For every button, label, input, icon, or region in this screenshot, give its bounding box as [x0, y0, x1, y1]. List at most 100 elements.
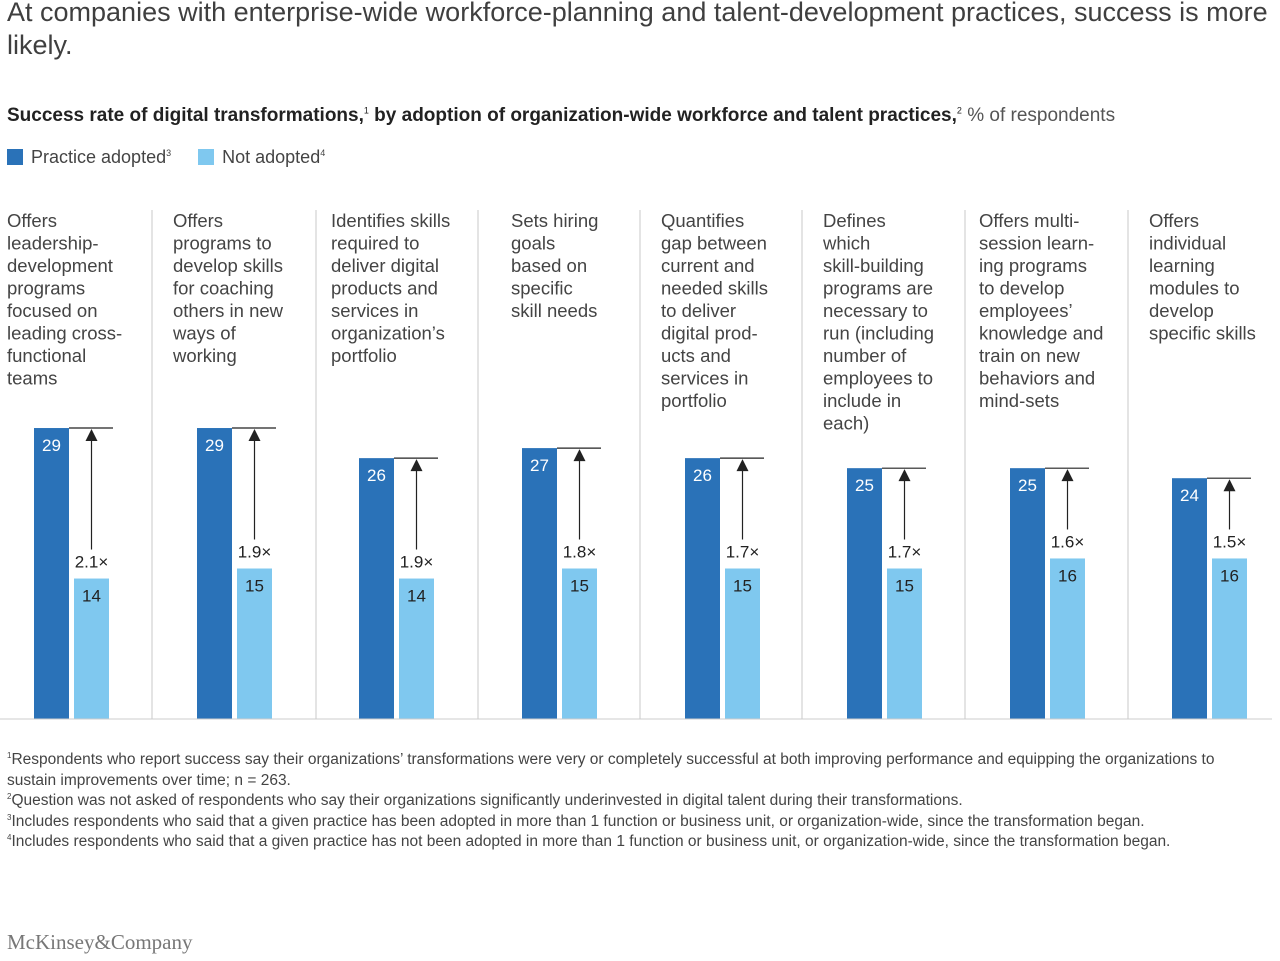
category-label-line: employees to: [823, 368, 933, 389]
subtitle-unit: % of respondents: [961, 105, 1116, 126]
ratio-arrow-head: [248, 429, 261, 442]
category-label-line: programs are: [823, 278, 933, 299]
category-label-line: based on: [511, 255, 587, 276]
legend: Practice adopted3 Not adopted4: [7, 147, 347, 168]
category-label-line: Offers: [1149, 210, 1199, 231]
category-label-line: Defines: [823, 210, 886, 231]
category-label-line: needed skills: [661, 278, 768, 299]
ratio-label: 1.7×: [888, 543, 922, 562]
footnote-3-marker: 3: [7, 812, 12, 822]
footnote-1-text: Respondents who report success say their…: [7, 751, 1215, 789]
footnote-2-marker: 2: [7, 791, 12, 801]
bar-not-adopted: [74, 578, 109, 719]
category-label-line: ing programs: [979, 255, 1087, 276]
category-label-line: employees’: [979, 300, 1073, 321]
ratio-arrow-head: [85, 429, 98, 442]
legend-footnote-ref-3: 3: [166, 148, 172, 158]
category-label-line: programs: [7, 278, 85, 299]
category-label-line: to develop: [979, 278, 1064, 299]
legend-item-adopted: Practice adopted3: [7, 147, 171, 168]
category-label-line: products and: [331, 278, 438, 299]
ratio-label: 1.7×: [726, 543, 760, 562]
category-label-line: individual: [1149, 233, 1226, 254]
category-label-line: Offers multi-: [979, 210, 1079, 231]
bar-not-adopted: [562, 568, 597, 719]
category-label-line: each): [823, 413, 869, 434]
category-label-line: portfolio: [661, 390, 727, 411]
category-label-line: leadership-: [7, 233, 99, 254]
category-label-line: teams: [7, 368, 57, 389]
footnote-4-text: Includes respondents who said that a giv…: [11, 833, 1171, 850]
footnote-4-marker: 4: [7, 832, 12, 842]
category-label-line: mind-sets: [979, 390, 1059, 411]
value-label-not-adopted: 15: [733, 577, 752, 596]
bar-practice-adopted: [685, 458, 720, 719]
category-label-line: run (including: [823, 323, 934, 344]
bar-not-adopted: [887, 568, 922, 719]
category-label-line: session learn-: [979, 233, 1094, 254]
value-label-adopted: 25: [1018, 476, 1037, 495]
bar-practice-adopted: [197, 428, 232, 719]
ratio-label: 1.6×: [1051, 532, 1085, 551]
bar-not-adopted: [725, 568, 760, 719]
value-label-not-adopted: 16: [1058, 566, 1077, 585]
category-label-line: behaviors and: [979, 368, 1095, 389]
category-label: Offers multi-session learn-ing programs t…: [979, 210, 1103, 411]
bar-practice-adopted: [359, 458, 394, 719]
footnote-ref-2: 2: [956, 105, 962, 116]
legend-label-not-adopted: Not adopted: [222, 147, 321, 167]
category-label-line: skill needs: [511, 300, 597, 321]
category-label-line: Sets hiring: [511, 210, 598, 231]
bar-practice-adopted: [34, 428, 69, 719]
bar-not-adopted: [1050, 558, 1085, 719]
value-label-adopted: 24: [1180, 486, 1199, 505]
category-label: Defines which skill-building programs are ne…: [822, 210, 934, 434]
category-label-line: Quantifies: [661, 210, 744, 231]
category-label-line: Offers: [7, 210, 57, 231]
footnote-2-text: Question was not asked of respondents wh…: [11, 792, 963, 809]
category-label-line: include in: [823, 390, 901, 411]
bar-not-adopted: [399, 578, 434, 719]
category-label-line: services in: [331, 300, 418, 321]
category-label-line: programs to: [173, 233, 272, 254]
category-label-line: number of: [823, 345, 907, 366]
category-label-line: working: [172, 345, 237, 366]
bar-practice-adopted: [1172, 478, 1207, 719]
value-label-adopted: 26: [367, 466, 386, 485]
footnote-3-text: Includes respondents who said that a giv…: [11, 812, 1145, 830]
value-label-not-adopted: 16: [1220, 566, 1239, 585]
category-label-line: development: [7, 255, 113, 276]
value-label-not-adopted: 15: [245, 577, 264, 596]
category-label-line: others in new: [173, 300, 284, 321]
category-label-line: which: [822, 233, 870, 254]
footnotes: 1Respondents who report success say thei…: [7, 750, 1237, 853]
footnote-3: 3Includes respondents who said that a gi…: [7, 812, 1237, 833]
category-label-line: services in: [661, 368, 748, 389]
value-label-not-adopted: 15: [570, 577, 589, 596]
brand-logo: McKinsey&Company: [7, 930, 193, 954]
chart-subtitle: Success rate of digital transformations,…: [7, 103, 1272, 129]
value-label-not-adopted: 14: [407, 587, 426, 606]
category-label-line: learning: [1149, 255, 1215, 276]
ratio-label: 1.5×: [1213, 532, 1247, 551]
value-label-not-adopted: 14: [82, 587, 101, 606]
category-label: Offers leadership-development programs focu…: [7, 210, 122, 389]
category-label-line: ways of: [172, 323, 237, 344]
footnote-ref-1: 1: [363, 105, 369, 116]
category-label: Offers individual learning modules to develo…: [1149, 210, 1256, 344]
category-label-line: organization’s: [331, 323, 445, 344]
category-label-line: to deliver: [661, 300, 736, 321]
value-label-adopted: 26: [693, 466, 712, 485]
category-label: Identifies skills required to deliver digi…: [331, 210, 450, 366]
legend-swatch-not-adopted: [198, 149, 215, 165]
subtitle-main-part1: Success rate of digital transformations,: [7, 105, 364, 126]
category-label-line: develop: [1149, 300, 1214, 321]
ratio-arrow-head: [1061, 469, 1074, 482]
ratio-arrow-head: [736, 459, 749, 472]
ratio-label: 2.1×: [75, 553, 109, 572]
legend-swatch-adopted: [7, 149, 23, 165]
category-label-line: specific: [511, 278, 573, 299]
category-label-line: deliver digital: [331, 255, 439, 276]
ratio-label: 1.8×: [563, 543, 597, 562]
category-label-line: necessary to: [823, 300, 928, 321]
